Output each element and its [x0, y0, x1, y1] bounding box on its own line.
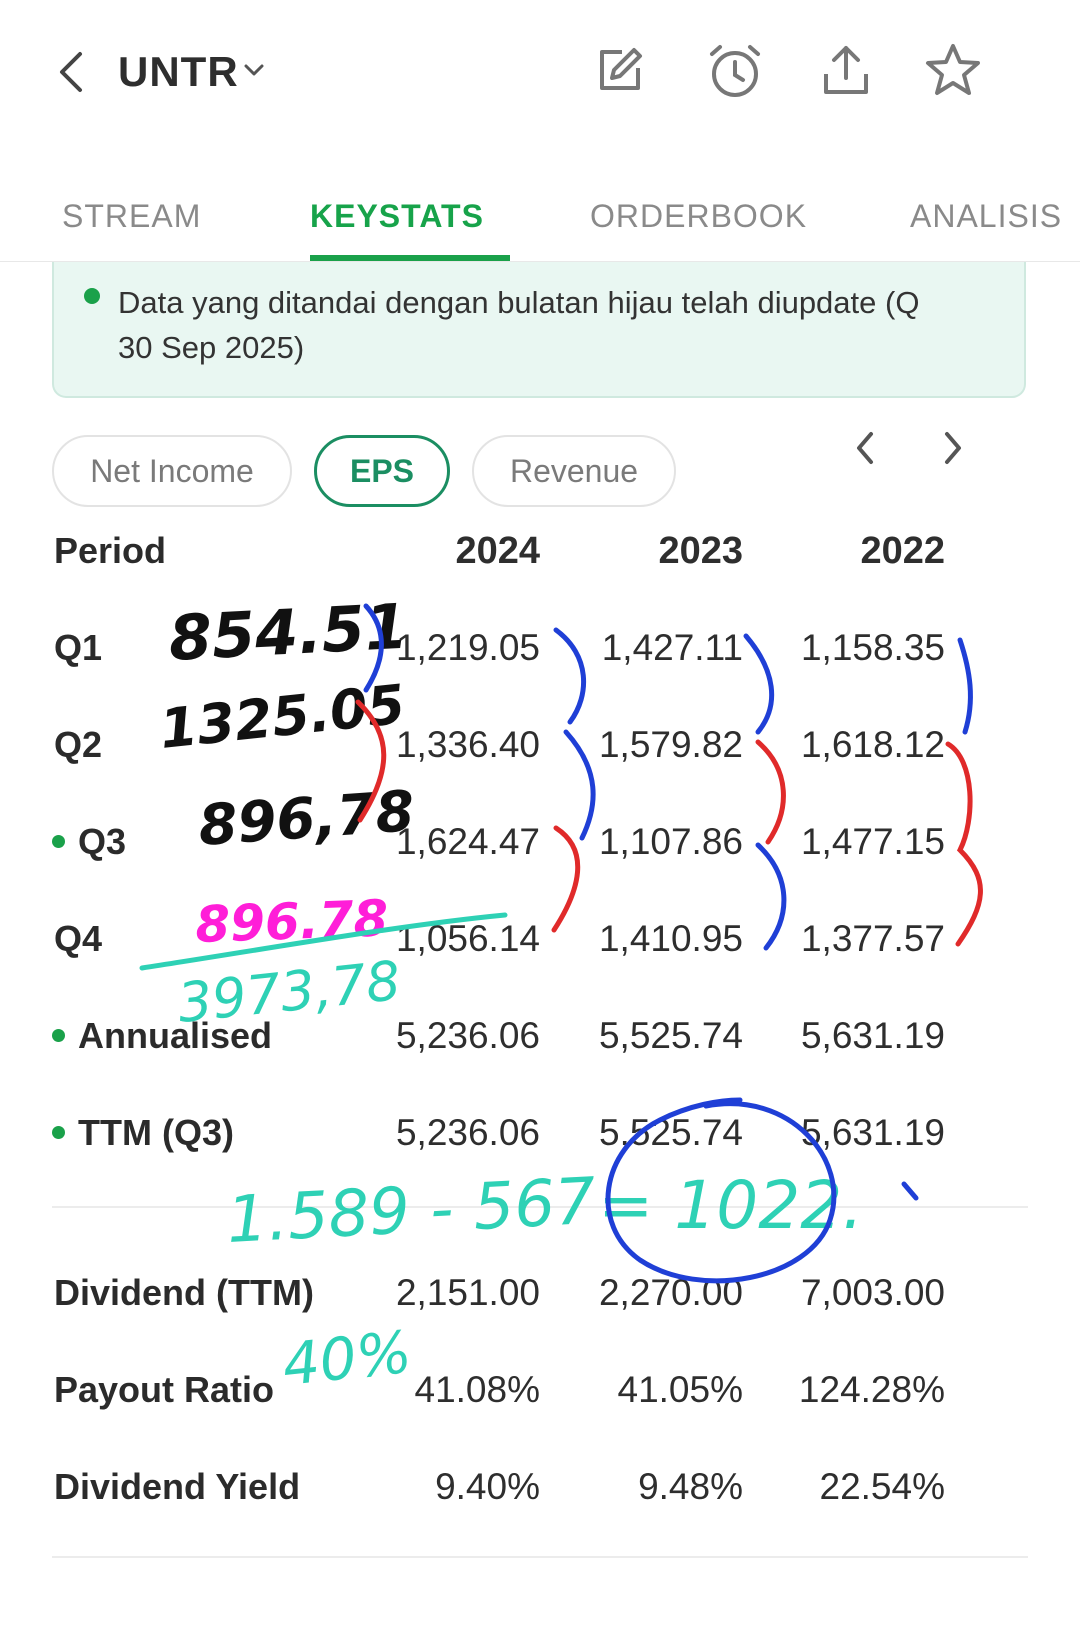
- annotation-brace: [563, 729, 596, 841]
- chevron-down-icon[interactable]: [243, 62, 265, 78]
- row-label-q4: Q4: [54, 918, 103, 959]
- eps-value: 1,158.35: [800, 627, 945, 668]
- chevron-right-icon[interactable]: [938, 428, 968, 468]
- annotation-q3: 896,78: [196, 779, 416, 859]
- annotation-sum: 3973,78: [175, 949, 404, 1035]
- dividend-value: 9.48%: [638, 1466, 743, 1507]
- annotation-brace: [355, 699, 387, 823]
- chip-eps[interactable]: EPS: [314, 435, 450, 507]
- eps-value: 1,410.95: [598, 918, 743, 959]
- annotation-calc-right: = 1022.: [598, 1167, 863, 1244]
- chip-revenue[interactable]: Revenue: [472, 435, 676, 507]
- section-divider: [52, 1206, 1028, 1208]
- tab-analisis[interactable]: ANALISIS: [910, 198, 1063, 234]
- tabs-divider: [0, 261, 1080, 262]
- stock-ticker-title[interactable]: UNTR: [118, 48, 239, 95]
- green-dot-icon: [84, 288, 100, 304]
- section-divider: [52, 1556, 1028, 1558]
- period-header: Period: [54, 530, 167, 571]
- annotation-tick: [901, 1181, 919, 1201]
- eps-value: 1,477.15: [800, 821, 945, 862]
- eps-value: 1,579.82: [598, 724, 743, 765]
- eps-value: 5,236.06: [395, 1112, 540, 1153]
- annotation-q1: 854.51: [167, 590, 410, 675]
- row-label-q1: Q1: [54, 627, 103, 668]
- dividend-value: 9.40%: [435, 1466, 540, 1507]
- edit-icon[interactable]: [594, 44, 646, 96]
- dividend-value: 7,003.00: [800, 1272, 945, 1313]
- row-label-dividend-yield: Dividend Yield: [54, 1466, 301, 1507]
- chevron-left-icon[interactable]: [850, 428, 880, 468]
- annotation-strike-line: [139, 912, 508, 971]
- annotation-brace: [957, 637, 973, 735]
- eps-value: 1,377.57: [800, 918, 945, 959]
- year-header: 2024: [455, 530, 540, 572]
- eps-value: 1,219.05: [395, 627, 540, 668]
- dividend-value: 22.54%: [819, 1466, 946, 1507]
- annotation-brace: [553, 627, 587, 725]
- year-header: 2023: [658, 530, 743, 572]
- dividend-value: 124.28%: [798, 1369, 945, 1410]
- row-label-dividend-ttm: Dividend (TTM): [54, 1272, 314, 1313]
- dividend-value: 41.05%: [617, 1369, 744, 1410]
- alarm-icon[interactable]: [706, 42, 764, 100]
- active-tab-indicator: [310, 255, 510, 261]
- dividend-value: 41.08%: [414, 1369, 541, 1410]
- year-header: 2022: [860, 530, 945, 572]
- notice-text: Data yang ditandai dengan bulatan hijau …: [118, 285, 920, 365]
- updated-dot-icon: [52, 1029, 65, 1042]
- eps-value: 1,624.47: [395, 821, 540, 862]
- eps-value: 1,427.11: [601, 627, 743, 668]
- eps-value: 5,525.74: [598, 1015, 743, 1056]
- updated-dot-icon: [52, 1126, 65, 1139]
- annotation-calc-left: 1.589 - 567: [225, 1165, 598, 1258]
- chip-net-income[interactable]: Net Income: [52, 435, 292, 507]
- update-notice: [52, 262, 1026, 398]
- row-label-ttm: TTM (Q3): [78, 1112, 234, 1153]
- eps-value: 5,236.06: [395, 1015, 540, 1056]
- tab-stream[interactable]: STREAM: [62, 198, 202, 234]
- updated-dot-icon: [52, 835, 65, 848]
- annotation-brace: [363, 603, 384, 693]
- row-label-q3: Q3: [78, 821, 127, 862]
- eps-value: 5,525.74: [598, 1112, 743, 1153]
- row-label-payout-ratio: Payout Ratio: [54, 1369, 275, 1410]
- annotation-brace: [945, 741, 983, 947]
- eps-value: 5,631.19: [800, 1112, 945, 1153]
- dividend-value: 2,151.00: [395, 1272, 540, 1313]
- tab-keystats[interactable]: KEYSTATS: [310, 198, 484, 234]
- eps-value: 5,631.19: [800, 1015, 945, 1056]
- annotation-payout: 40%: [279, 1318, 414, 1399]
- annotation-circle: [605, 1097, 837, 1284]
- annotation-brace: [743, 633, 775, 735]
- star-icon[interactable]: [924, 42, 982, 98]
- eps-value: 1,107.86: [598, 821, 743, 862]
- annotation-brace: [755, 842, 787, 951]
- row-label-q2: Q2: [54, 724, 103, 765]
- annotation-brace: [551, 825, 581, 933]
- back-icon[interactable]: [54, 50, 90, 94]
- tab-orderbook[interactable]: ORDERBOOK: [590, 198, 808, 234]
- row-label-annualised: Annualised: [78, 1015, 273, 1056]
- annotation-brace: [755, 739, 786, 845]
- eps-value: 1,618.12: [800, 724, 945, 765]
- share-icon[interactable]: [820, 42, 872, 98]
- eps-value: 1,336.40: [395, 724, 540, 765]
